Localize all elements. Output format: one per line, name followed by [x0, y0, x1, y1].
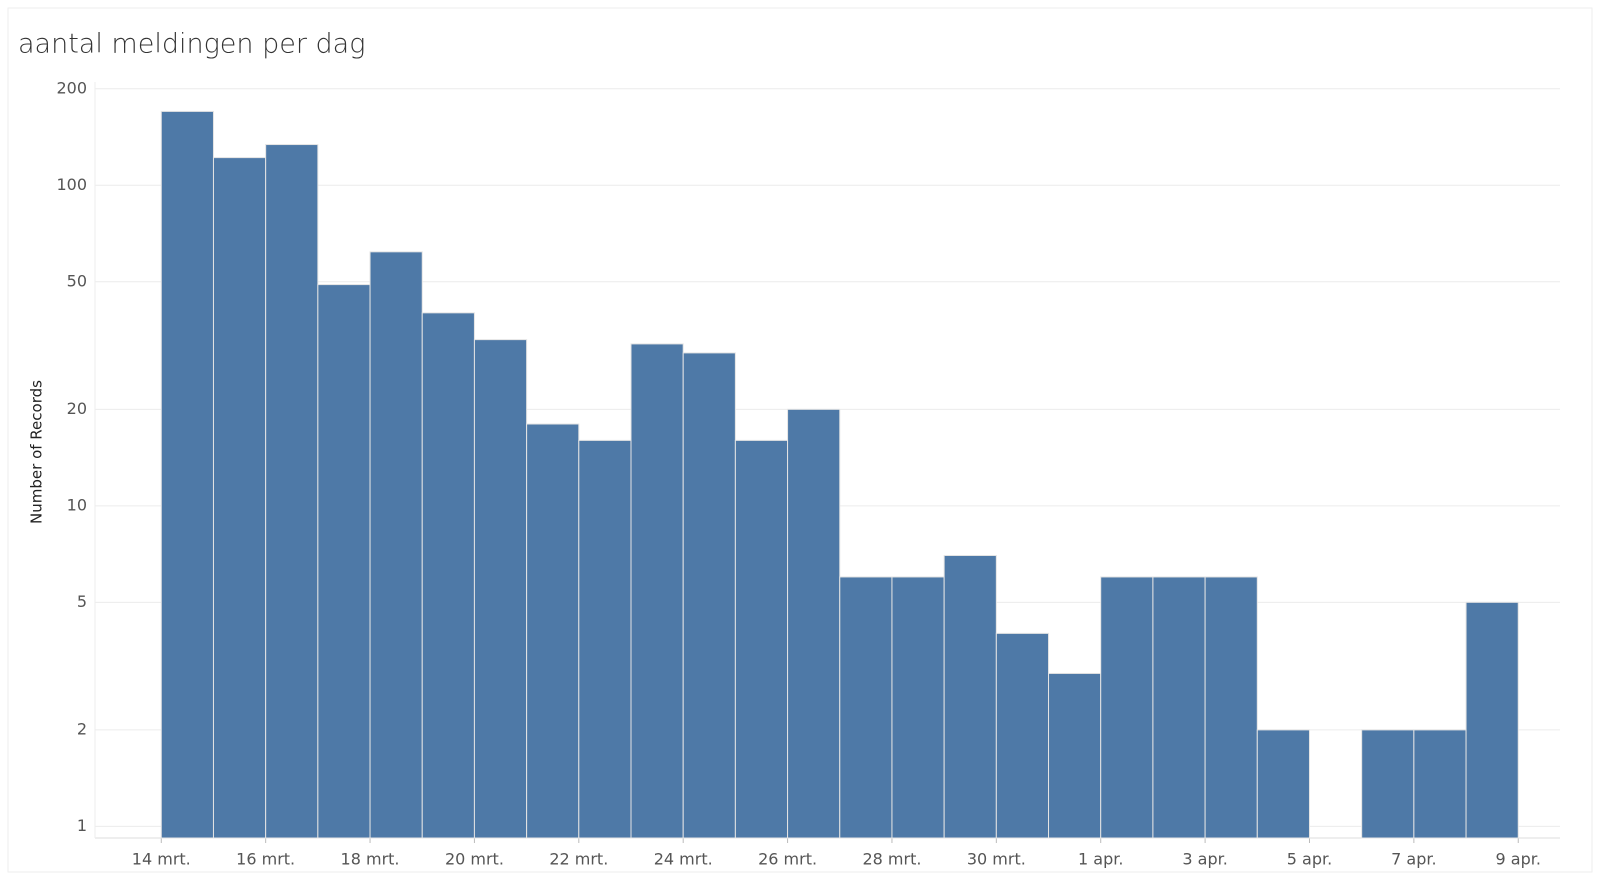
bar: [1361, 729, 1415, 839]
bar: [682, 352, 736, 839]
y-tick-label: 50: [67, 271, 87, 290]
y-tick-label: 5: [77, 592, 87, 611]
bar: [891, 576, 945, 839]
bar: [1152, 576, 1206, 839]
x-tick-label: 1 apr.: [1078, 850, 1123, 869]
y-tick-label: 10: [67, 495, 87, 514]
x-tick-label: 7 apr.: [1391, 850, 1436, 869]
y-tick-label: 100: [56, 175, 87, 194]
x-tick-label: 18 mrt.: [341, 850, 400, 869]
bar: [839, 576, 893, 839]
chart-title: aantal meldingen per dag: [18, 29, 365, 60]
bar: [787, 408, 841, 839]
bar: [1204, 576, 1258, 839]
bar: [317, 284, 371, 839]
x-tick-label: 22 mrt.: [549, 850, 608, 869]
x-tick-label: 9 apr.: [1496, 850, 1541, 869]
x-tick-label: 20 mrt.: [445, 850, 504, 869]
bar: [526, 423, 580, 839]
x-tick-label: 14 mrt.: [132, 850, 191, 869]
x-tick-label: 30 mrt.: [967, 850, 1026, 869]
bar: [1256, 729, 1310, 839]
x-tick-label: 24 mrt.: [654, 850, 713, 869]
bar: [995, 632, 1050, 839]
bar: [212, 157, 267, 839]
frame: [7, 7, 1593, 873]
bar: [369, 251, 423, 839]
x-tick-label: 28 mrt.: [862, 850, 921, 869]
y-tick-label: 200: [56, 78, 87, 97]
bar: [578, 439, 632, 839]
bar: [943, 554, 997, 839]
bar: [1100, 576, 1154, 839]
y-tick-label: 1: [77, 816, 87, 835]
x-tick-label: 5 apr.: [1287, 850, 1332, 869]
bar: [1413, 729, 1467, 839]
bar: [1465, 601, 1519, 839]
y-axis-title: Number of Records: [28, 380, 46, 524]
bar: [1048, 672, 1102, 839]
bar: [160, 110, 214, 839]
bar: [734, 439, 789, 839]
x-tick-label: 16 mrt.: [236, 850, 295, 869]
bar: [473, 339, 528, 839]
bar: [421, 312, 475, 839]
x-tick-label: 26 mrt.: [758, 850, 817, 869]
bar: [630, 343, 684, 839]
x-tick-label: 3 apr.: [1182, 850, 1227, 869]
y-tick-label: 2: [77, 719, 87, 738]
bar: [265, 144, 319, 839]
y-tick-label: 20: [67, 399, 87, 418]
